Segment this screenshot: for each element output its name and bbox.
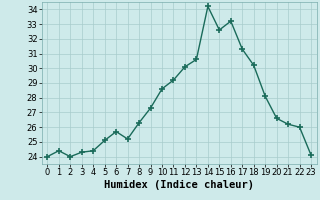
- X-axis label: Humidex (Indice chaleur): Humidex (Indice chaleur): [104, 180, 254, 190]
